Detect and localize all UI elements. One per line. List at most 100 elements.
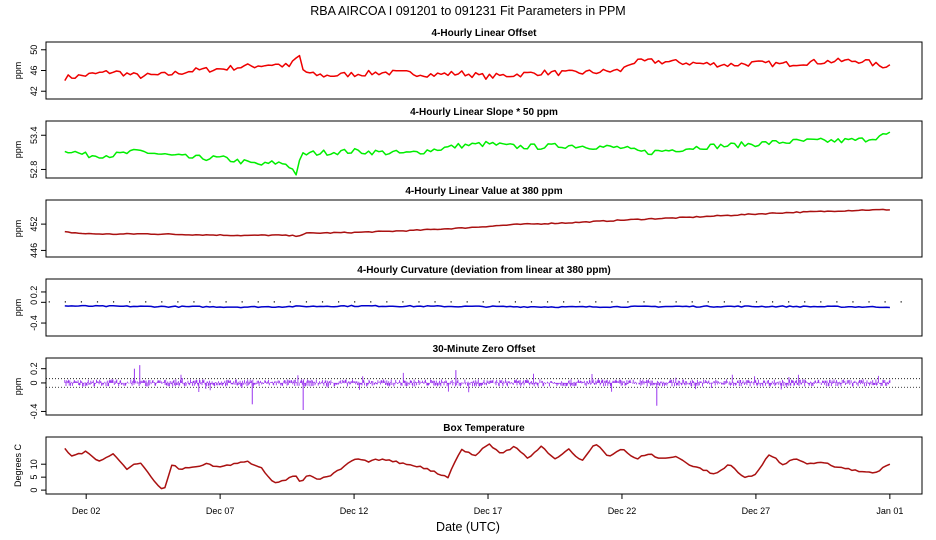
marker-dot (563, 301, 565, 303)
marker-dot (80, 301, 83, 303)
marker-dot (900, 301, 902, 303)
x-tick-label: Dec 12 (340, 506, 369, 516)
marker-dot (739, 301, 742, 303)
marker-dot (868, 301, 870, 303)
panel-box-temperature: Box Temperature Degrees C 0 5 10 (13, 423, 923, 495)
marker-dot (546, 301, 549, 303)
marker-dot (305, 301, 308, 303)
y-tick-label: 0.2 (29, 286, 39, 299)
marker-dot (755, 301, 758, 303)
marker-dot (466, 301, 468, 303)
marker-dot (321, 301, 324, 303)
marker-dot (338, 301, 340, 303)
y-axis-label: Degrees C (13, 443, 23, 487)
y-tick-label: 0.2 (29, 362, 39, 375)
figure-title: RBA AIRCOA I 091201 to 091231 Fit Parame… (310, 4, 625, 18)
series-linear-slope (64, 131, 891, 176)
y-tick-label: 446 (29, 243, 39, 258)
series-curvature (64, 304, 890, 309)
marker-dot (659, 301, 661, 303)
panel-title: Box Temperature (443, 423, 525, 434)
series-linear-value (64, 208, 890, 238)
marker-dot (402, 301, 404, 303)
marker-dot (579, 301, 581, 303)
x-tick-label: Dec 07 (206, 506, 235, 516)
marker-dot (530, 301, 533, 303)
marker-dot (257, 301, 259, 303)
panel-frame (45, 436, 923, 495)
y-tick-label: 50 (29, 45, 39, 55)
panel-zero-offset: 30-Minute Zero Offset ppm -0.4 0 0.2 (13, 344, 923, 420)
x-tick-label: Dec 17 (474, 506, 503, 516)
marker-dot (450, 301, 452, 303)
y-axis-label: ppm (13, 220, 23, 238)
panels: 4-Hourly Linear Offsetppm4246504-Hourly … (13, 28, 923, 495)
marker-dot (771, 301, 774, 303)
marker-dot (498, 301, 500, 303)
marker-dot (482, 301, 484, 303)
y-tick-label: 452 (29, 217, 39, 232)
y-tick-label: 52.8 (29, 161, 39, 179)
marker-dot (707, 301, 709, 303)
x-tick-label: Jan 01 (876, 506, 903, 516)
x-axis-label: Date (UTC) (436, 520, 500, 534)
panel-frame (45, 357, 923, 416)
marker-dot (595, 301, 597, 303)
marker-dot (691, 301, 693, 303)
y-tick-label: 46 (29, 65, 39, 75)
marker-dot (386, 301, 388, 303)
marker-dot (643, 301, 645, 303)
marker-dot (370, 301, 372, 303)
y-tick-label: 53.4 (29, 126, 39, 144)
panel-title: 4-Hourly Linear Slope * 50 ppm (410, 107, 558, 118)
marker-dot (96, 301, 99, 303)
panel-frame (45, 120, 923, 179)
y-axis-label: ppm (13, 62, 23, 80)
marker-dot (273, 301, 275, 303)
marker-dot (884, 301, 886, 303)
marker-dot (354, 301, 356, 303)
marker-dot (161, 301, 163, 303)
marker-dot (129, 301, 131, 303)
marker-dot (434, 301, 436, 303)
y-tick-label: 5 (29, 475, 39, 480)
marker-dot (418, 301, 420, 303)
marker-dot (145, 301, 147, 303)
panel-frame (45, 199, 923, 258)
marker-dot (177, 301, 179, 303)
y-tick-label: 10 (29, 459, 39, 469)
marker-dot (289, 301, 291, 303)
y-tick-label: 0 (29, 488, 39, 493)
panel-curvature: 4-Hourly Curvature (deviation from linea… (13, 265, 923, 337)
marker-dot (48, 301, 50, 303)
marker-dot (64, 301, 66, 303)
marker-dot (836, 301, 838, 303)
x-tick-label: Dec 27 (742, 506, 771, 516)
marker-dot (820, 301, 822, 303)
y-axis-label: ppm (13, 141, 23, 159)
panel-linear-value: 4-Hourly Linear Value at 380 ppm ppm 446 45… (13, 186, 923, 258)
marker-dot (209, 301, 211, 303)
panel-linear-slope: 4-Hourly Linear Slope * 50 ppm ppm 52.8 53.… (13, 107, 923, 179)
x-tick-label: Dec 22 (608, 506, 637, 516)
y-tick-label: -0.4 (29, 404, 39, 420)
series-linear-offset (64, 54, 891, 81)
y-tick-label: -0.4 (29, 315, 39, 331)
marker-dot (225, 301, 227, 303)
marker-dot (514, 301, 517, 303)
y-tick-label: 0 (29, 300, 39, 305)
y-tick-label: 0 (29, 380, 39, 385)
series-box-temperature (64, 443, 891, 490)
marker-dot (112, 301, 115, 303)
panel-frame (45, 41, 923, 100)
marker-dot (788, 301, 790, 303)
y-axis-label: ppm (13, 299, 23, 317)
panel-title: 4-Hourly Linear Value at 380 ppm (405, 186, 562, 197)
marker-dot (193, 301, 195, 303)
panel-title: 4-Hourly Linear Offset (431, 28, 537, 39)
marker-dot (723, 301, 725, 303)
x-axis: Dec 02 Dec 07 Dec 12 Dec 17 Dec 22 Dec 27 Jan … (72, 494, 903, 516)
y-axis-label: ppm (13, 378, 23, 396)
panel-title: 4-Hourly Curvature (deviation from linea… (357, 265, 610, 276)
